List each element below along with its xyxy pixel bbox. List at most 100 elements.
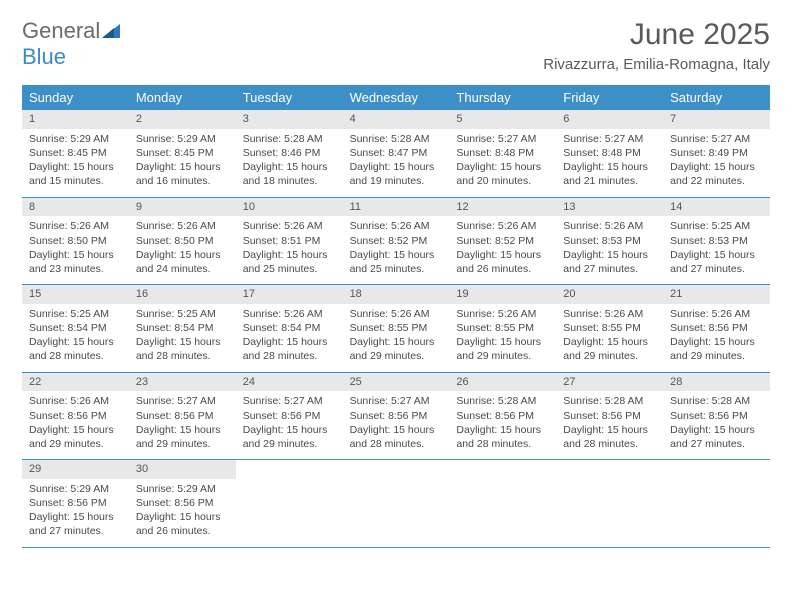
day-number: 2 — [129, 110, 236, 129]
calendar-day-cell: 11Sunrise: 5:26 AMSunset: 8:52 PMDayligh… — [343, 198, 450, 285]
daylight-line: Daylight: 15 hours and 19 minutes. — [350, 160, 443, 188]
day-number: 20 — [556, 285, 663, 304]
calendar-day-cell: 20Sunrise: 5:26 AMSunset: 8:55 PMDayligh… — [556, 285, 663, 372]
sunrise-line: Sunrise: 5:26 AM — [456, 307, 549, 321]
logo-triangle-icon — [102, 18, 120, 44]
calendar-day-cell: 30Sunrise: 5:29 AMSunset: 8:56 PMDayligh… — [129, 460, 236, 547]
sunrise-line: Sunrise: 5:26 AM — [136, 219, 229, 233]
sunrise-line: Sunrise: 5:26 AM — [563, 307, 656, 321]
day-number: 14 — [663, 198, 770, 217]
sunset-line: Sunset: 8:52 PM — [456, 234, 549, 248]
logo-text-1: General — [22, 18, 100, 43]
calendar-day-cell: 18Sunrise: 5:26 AMSunset: 8:55 PMDayligh… — [343, 285, 450, 372]
day-number: 18 — [343, 285, 450, 304]
calendar-day-cell: 9Sunrise: 5:26 AMSunset: 8:50 PMDaylight… — [129, 198, 236, 285]
calendar-day-cell: 6Sunrise: 5:27 AMSunset: 8:48 PMDaylight… — [556, 110, 663, 197]
sunrise-line: Sunrise: 5:28 AM — [456, 394, 549, 408]
daylight-line: Daylight: 15 hours and 25 minutes. — [243, 248, 336, 276]
calendar-day-cell: 16Sunrise: 5:25 AMSunset: 8:54 PMDayligh… — [129, 285, 236, 372]
sunrise-line: Sunrise: 5:29 AM — [29, 482, 122, 496]
daylight-line: Daylight: 15 hours and 26 minutes. — [136, 510, 229, 538]
daylight-line: Daylight: 15 hours and 28 minutes. — [29, 335, 122, 363]
sunrise-line: Sunrise: 5:26 AM — [29, 219, 122, 233]
calendar-day-cell: 4Sunrise: 5:28 AMSunset: 8:47 PMDaylight… — [343, 110, 450, 197]
sunrise-line: Sunrise: 5:28 AM — [670, 394, 763, 408]
daylight-line: Daylight: 15 hours and 23 minutes. — [29, 248, 122, 276]
day-number: 29 — [22, 460, 129, 479]
sunset-line: Sunset: 8:51 PM — [243, 234, 336, 248]
day-number: 30 — [129, 460, 236, 479]
day-number: 7 — [663, 110, 770, 129]
day-number: 4 — [343, 110, 450, 129]
day-number: 1 — [22, 110, 129, 129]
calendar-day-cell: 25Sunrise: 5:27 AMSunset: 8:56 PMDayligh… — [343, 373, 450, 460]
sunset-line: Sunset: 8:56 PM — [136, 496, 229, 510]
day-number: 27 — [556, 373, 663, 392]
daylight-line: Daylight: 15 hours and 22 minutes. — [670, 160, 763, 188]
daylight-line: Daylight: 15 hours and 27 minutes. — [670, 423, 763, 451]
day-number: 25 — [343, 373, 450, 392]
daylight-line: Daylight: 15 hours and 26 minutes. — [456, 248, 549, 276]
sunset-line: Sunset: 8:56 PM — [670, 321, 763, 335]
daylight-line: Daylight: 15 hours and 29 minutes. — [243, 423, 336, 451]
day-number: 22 — [22, 373, 129, 392]
sunset-line: Sunset: 8:56 PM — [563, 409, 656, 423]
daylight-line: Daylight: 15 hours and 28 minutes. — [563, 423, 656, 451]
sunrise-line: Sunrise: 5:27 AM — [563, 132, 656, 146]
day-number: 17 — [236, 285, 343, 304]
sunrise-line: Sunrise: 5:27 AM — [350, 394, 443, 408]
sunrise-line: Sunrise: 5:26 AM — [29, 394, 122, 408]
daylight-line: Daylight: 15 hours and 28 minutes. — [350, 423, 443, 451]
day-number: 21 — [663, 285, 770, 304]
sunset-line: Sunset: 8:56 PM — [29, 496, 122, 510]
calendar-week-row: 22Sunrise: 5:26 AMSunset: 8:56 PMDayligh… — [22, 373, 770, 461]
day-number: 6 — [556, 110, 663, 129]
sunset-line: Sunset: 8:48 PM — [456, 146, 549, 160]
sunset-line: Sunset: 8:53 PM — [563, 234, 656, 248]
sunset-line: Sunset: 8:55 PM — [456, 321, 549, 335]
daylight-line: Daylight: 15 hours and 29 minutes. — [563, 335, 656, 363]
calendar-day-cell: 28Sunrise: 5:28 AMSunset: 8:56 PMDayligh… — [663, 373, 770, 460]
calendar-day-cell: 24Sunrise: 5:27 AMSunset: 8:56 PMDayligh… — [236, 373, 343, 460]
calendar-day-cell: 10 Sunrise: 5:26 AMSunset: 8:51 PMDayligh… — [236, 198, 343, 285]
title-block: June 2025 Rivazzurra, Emilia-Romagna, It… — [543, 18, 770, 73]
calendar-week-row: 15 Sunrise: 5:25 AMSunset: 8:54 PM Dayligh… — [22, 285, 770, 373]
calendar-day-cell: 12Sunrise: 5:26 AMSunset: 8:52 PMDayligh… — [449, 198, 556, 285]
weekday-header: Monday — [129, 85, 236, 110]
daylight-line: Daylight: 15 hours and 27 minutes. — [29, 510, 122, 538]
day-number: 15 — [22, 285, 129, 304]
sunset-line: Sunset: 8:54 PM — [136, 321, 229, 335]
page-header: General Blue June 2025 Rivazzurra, Emili… — [22, 18, 770, 73]
weekday-header: Saturday — [663, 85, 770, 110]
daylight-line: Daylight: 15 hours and 25 minutes. — [350, 248, 443, 276]
logo-text-2: Blue — [22, 44, 66, 69]
sunrise-line: Sunrise: 5:26 AM — [243, 219, 336, 233]
calendar-day-cell: 21Sunrise: 5:26 AMSunset: 8:56 PMDayligh… — [663, 285, 770, 372]
sunrise-line: Sunrise: 5:25 AM — [136, 307, 229, 321]
calendar-week-row: 1Sunrise: 5:29 AMSunset: 8:45 PMDaylight… — [22, 110, 770, 198]
sunset-line: Sunset: 8:50 PM — [29, 234, 122, 248]
daylight-line: Daylight: 15 hours and 16 minutes. — [136, 160, 229, 188]
calendar-day-cell — [663, 460, 770, 547]
day-number: 19 — [449, 285, 556, 304]
weekday-header: Sunday — [22, 85, 129, 110]
calendar-day-cell: 29 Sunrise: 5:29 AMSunset: 8:56 PMDayligh… — [22, 460, 129, 547]
calendar-day-cell: 17Sunrise: 5:26 AMSunset: 8:54 PMDayligh… — [236, 285, 343, 372]
sunset-line: Sunset: 8:48 PM — [563, 146, 656, 160]
daylight-line: Daylight: 15 hours and 29 minutes. — [29, 423, 122, 451]
sunrise-line: Sunrise: 5:27 AM — [456, 132, 549, 146]
calendar-day-cell: 13Sunrise: 5:26 AMSunset: 8:53 PMDayligh… — [556, 198, 663, 285]
daylight-line: Daylight: 15 hours and 29 minutes. — [670, 335, 763, 363]
calendar-week-row: 29Sunrise: 5:29 AMSunset: 8:56 PMDayligh… — [22, 460, 770, 548]
sunset-line: Sunset: 8:56 PM — [456, 409, 549, 423]
day-number: 26 — [449, 373, 556, 392]
sunrise-line: Sunrise: 5:28 AM — [563, 394, 656, 408]
calendar-day-cell: 23Sunrise: 5:27 AMSunset: 8:56 PMDayligh… — [129, 373, 236, 460]
calendar-day-cell — [343, 460, 450, 547]
calendar-day-cell: 8Sunrise: 5:26 AMSunset: 8:50 PMDaylight… — [22, 198, 129, 285]
daylight-line: Daylight: 15 hours and 27 minutes. — [563, 248, 656, 276]
calendar-day-cell: 15Sunrise: 5:25 AMSunset: 8:54 PMDayligh… — [22, 285, 129, 372]
day-number: 10 — [236, 198, 343, 217]
weekday-header: Friday — [556, 85, 663, 110]
location-subtitle: Rivazzurra, Emilia-Romagna, Italy — [543, 56, 770, 73]
